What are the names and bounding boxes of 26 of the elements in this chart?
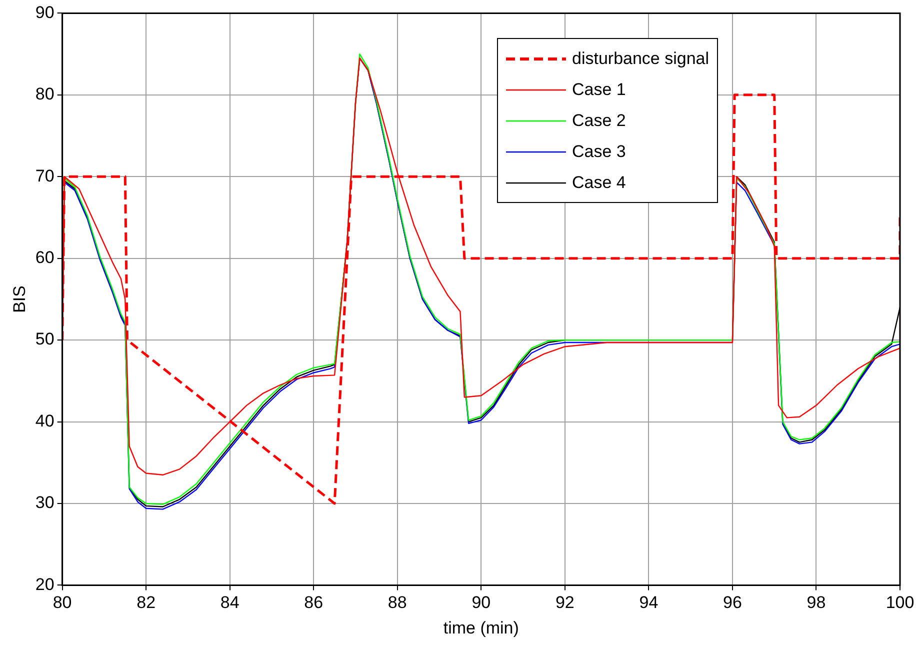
y-tick-label: 30	[35, 493, 54, 512]
x-tick-label: 94	[639, 593, 658, 612]
y-tick-label: 70	[35, 166, 54, 186]
x-axis-title: time (min)	[443, 618, 519, 638]
x-tick-label: 80	[52, 593, 72, 612]
x-tick-label: 92	[555, 593, 574, 612]
y-tick-label: 60	[35, 248, 54, 268]
legend-label: Case 1	[572, 80, 626, 100]
x-tick-label: 84	[220, 593, 240, 612]
legend-label: Case 3	[572, 142, 626, 162]
legend-label: Case 2	[572, 110, 626, 131]
y-tick-label: 50	[35, 330, 54, 349]
legend-label: disturbance signal	[572, 48, 710, 69]
x-tick-label: 100	[886, 593, 914, 612]
y-tick-label: 20	[35, 574, 54, 594]
x-tick-label: 96	[723, 593, 742, 612]
y-tick-label: 90	[35, 2, 54, 22]
x-tick-label: 90	[472, 593, 491, 612]
x-tick-label: 88	[388, 593, 407, 612]
y-tick-label: 40	[35, 411, 54, 430]
x-tick-label: 98	[806, 593, 826, 612]
x-tick-label: 82	[136, 593, 156, 612]
legend-label: Case 4	[572, 172, 626, 193]
y-axis-title: BIS	[10, 285, 29, 313]
x-tick-label: 86	[304, 593, 324, 612]
y-tick-label: 80	[35, 84, 54, 104]
